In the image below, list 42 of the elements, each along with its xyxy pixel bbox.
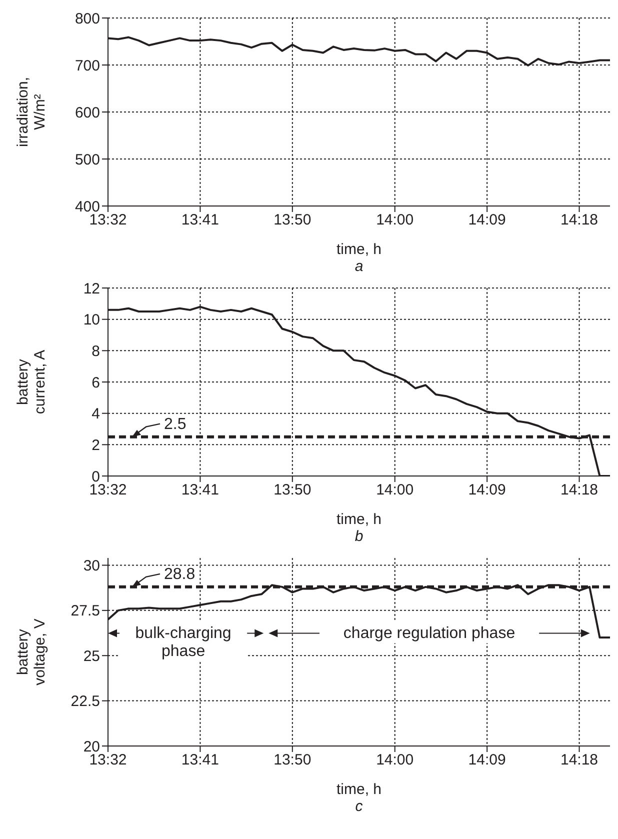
- x-axis-title: time, h: [336, 241, 382, 258]
- y-tick-label: 700: [74, 57, 100, 74]
- x-tick-label: 13:41: [181, 212, 219, 229]
- y-tick-label: 8: [92, 342, 100, 360]
- y-tick-label: 4: [92, 406, 100, 423]
- x-tick-label: 13:50: [274, 212, 312, 229]
- annotation: bulk-charging phase: [135, 625, 232, 660]
- y-tick-label: 25: [83, 648, 100, 665]
- y-tick-label: 2: [92, 436, 100, 454]
- x-tick-label: 13:50: [274, 482, 312, 499]
- text: c: [354, 798, 364, 816]
- x-tick-label: 13:50: [274, 752, 312, 769]
- y-axis-title: battery current, A: [14, 350, 48, 414]
- x-tick-label: 14:00: [376, 752, 414, 769]
- x-tick-label: 14:09: [468, 212, 506, 229]
- text: b: [354, 528, 364, 546]
- y-axis-title: irradiation, W/m²: [14, 76, 48, 148]
- ref-line-label: 2.5: [164, 416, 186, 433]
- x-tick-label: 14:18: [560, 752, 598, 769]
- y-tick-label: 22.5: [70, 693, 100, 710]
- ref-line-label: 28.8: [164, 566, 196, 583]
- x-tick-label: 13:41: [181, 752, 219, 769]
- x-axis-title: time, h: [336, 781, 382, 798]
- y-axis-title: battery voltage, V: [14, 618, 48, 686]
- y-tick-label: 30: [83, 558, 100, 575]
- annotation: charge regulation phase: [343, 625, 516, 642]
- text: a: [354, 258, 364, 276]
- x-tick-label: 14:00: [376, 482, 414, 499]
- y-tick-label: 500: [74, 151, 100, 168]
- y-tick-label: 12: [83, 280, 100, 298]
- x-tick-label: 14:18: [560, 482, 598, 499]
- x-axis-title: time, h: [336, 511, 382, 528]
- x-tick-label: 14:18: [560, 212, 598, 229]
- x-tick-label: 14:09: [468, 482, 506, 499]
- x-tick-label: 13:41: [181, 482, 219, 499]
- y-tick-label: 800: [74, 10, 100, 28]
- y-tick-label: 6: [92, 374, 100, 392]
- x-tick-label: 14:00: [376, 212, 414, 229]
- x-tick-label: 14:09: [468, 752, 506, 769]
- y-tick-label: 600: [74, 104, 100, 122]
- y-tick-label: 10: [83, 312, 100, 329]
- y-tick-label: 27.5: [70, 602, 100, 620]
